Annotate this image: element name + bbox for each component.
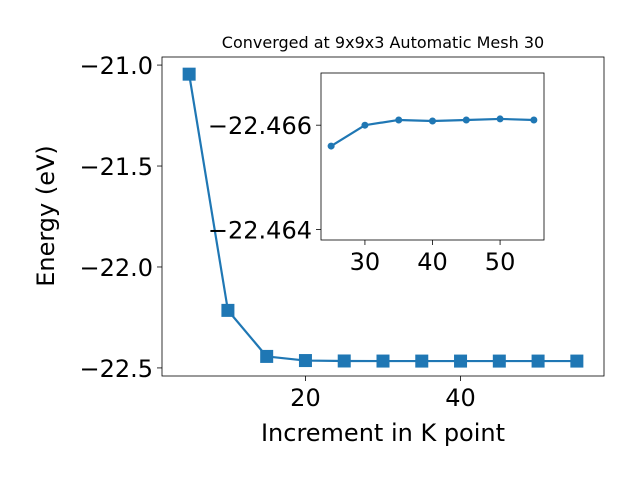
main-data-point (492, 354, 506, 368)
main-y-tick-label: −21.5 (79, 153, 153, 181)
main-data-point (260, 349, 274, 363)
inset-plot: 30 40 50 −22.466 −22.464 (208, 72, 545, 276)
x-axis-label: Increment in K point (261, 419, 505, 447)
main-data-point (531, 354, 545, 368)
main-data-point (415, 354, 429, 368)
main-data-point (221, 303, 235, 317)
main-data-point (376, 354, 390, 368)
inset-x-tick-label: 30 (350, 248, 381, 276)
inset-data-point (395, 116, 403, 124)
inset-x-tick-label: 40 (417, 248, 448, 276)
main-x-tick-label: 40 (445, 384, 476, 412)
inset-y-tick-label: −22.466 (208, 112, 312, 140)
inset-y-tick-label: −22.464 (208, 217, 312, 245)
main-x-tick-label: 20 (290, 384, 321, 412)
inset-data-point (429, 117, 436, 125)
y-axis-label: Energy (eV) (32, 145, 60, 287)
main-data-point (570, 354, 584, 368)
main-data-point (454, 354, 468, 368)
inset-data-point (530, 116, 538, 124)
main-y-tick-label: −21.0 (79, 52, 153, 80)
main-data-point (298, 354, 312, 368)
inset-data-point (327, 142, 335, 150)
inset-frame (320, 72, 545, 241)
main-data-point (182, 67, 196, 81)
chart-title: Converged at 9x9x3 Automatic Mesh 30 (222, 33, 544, 52)
main-y-tick-label: −22.0 (79, 254, 153, 282)
inset-x-tick-label: 50 (485, 248, 516, 276)
main-y-tick-label: −22.5 (79, 355, 153, 383)
inset-data-point (496, 115, 504, 123)
main-data-point (337, 354, 351, 368)
inset-data-point (361, 121, 369, 129)
inset-data-point (462, 116, 470, 124)
